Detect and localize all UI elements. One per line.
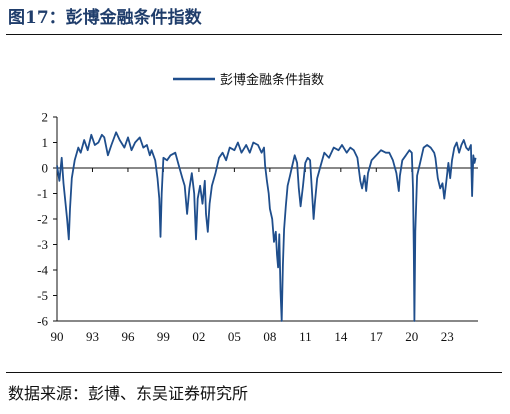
y-tick-label: -5 <box>37 288 48 303</box>
figure-title: 图17：彭博金融条件指数 <box>8 8 202 28</box>
series-layer <box>56 131 477 322</box>
legend-label: 彭博金融条件指数 <box>220 72 324 88</box>
chart-legend: 彭博金融条件指数 <box>173 72 324 88</box>
source-divider <box>6 372 502 373</box>
x-tick-label: 05 <box>228 329 241 344</box>
x-tick-label: 20 <box>405 329 418 344</box>
source-note: 数据来源：彭博、东吴证券研究所 <box>8 384 249 403</box>
x-tick-label: 02 <box>192 329 205 344</box>
y-tick-label: -3 <box>37 237 48 252</box>
x-tick-label: 17 <box>370 329 384 344</box>
y-tick-labels: 2 1 0 -1 -2 -3 -4 -5 -6 <box>37 110 48 329</box>
y-tick-label: 2 <box>42 110 49 125</box>
x-tick-labels: 90 93 96 99 02 05 08 11 14 17 20 23 <box>51 329 454 344</box>
y-tick-label: -6 <box>37 314 48 329</box>
y-tick-label: -2 <box>37 212 48 227</box>
y-tick-label: 0 <box>42 161 49 176</box>
y-tick-label: -1 <box>37 186 48 201</box>
x-tick-label: 11 <box>299 329 312 344</box>
x-tick-label: 23 <box>441 329 454 344</box>
y-tick-label: -4 <box>37 263 48 278</box>
y-tick-label: 1 <box>42 135 49 150</box>
x-tick-label: 14 <box>334 329 348 344</box>
x-tick-label: 93 <box>86 329 99 344</box>
series-line <box>56 131 477 322</box>
x-tick-label: 08 <box>263 329 276 344</box>
x-tick-label: 99 <box>157 329 170 344</box>
x-tick-label: 90 <box>51 329 64 344</box>
x-tick-label: 96 <box>121 329 135 344</box>
title-divider <box>6 34 502 35</box>
